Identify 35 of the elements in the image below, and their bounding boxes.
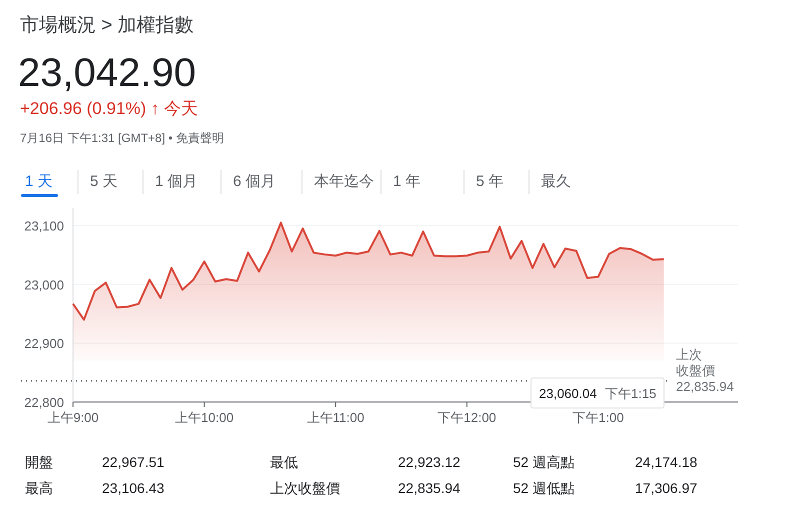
text: 22,923.12 bbox=[398, 454, 460, 470]
text: 7月16日 下午1:31 [GMT+8] • 免責聲明 bbox=[20, 131, 224, 145]
text: 本年迄今 bbox=[314, 173, 374, 190]
x-tick-label: 上午10:00 bbox=[175, 410, 234, 425]
y-tick-label: 22,800 bbox=[24, 395, 64, 410]
text: 最低 bbox=[270, 454, 298, 470]
text: 上次收盤價 bbox=[270, 480, 340, 496]
text: 17,306.97 bbox=[635, 480, 698, 496]
text: 1 年 bbox=[393, 173, 421, 190]
text: 22,967.51 bbox=[102, 454, 164, 470]
text: 52 週低點 bbox=[513, 480, 574, 496]
x-tick-label: 下午1:00 bbox=[572, 410, 624, 425]
chart-subtitle: 23,042.90 bbox=[18, 51, 196, 95]
x-tick-label: 上午9:00 bbox=[47, 410, 99, 425]
chart-title: 市場概況 > 加權指數 bbox=[20, 14, 194, 36]
text: 最久 bbox=[541, 173, 571, 190]
x-tick-label: 上午11:00 bbox=[306, 410, 364, 425]
text: 6 個月 bbox=[233, 173, 276, 190]
y-tick-label: 23,000 bbox=[24, 277, 64, 292]
text: 52 週高點 bbox=[513, 454, 574, 470]
y-tick-label: 23,100 bbox=[24, 218, 64, 234]
ref-line-label: 上次收盤價 22,835.94 bbox=[676, 346, 734, 394]
text: 5 天 bbox=[90, 173, 118, 190]
text: 開盤 bbox=[25, 454, 53, 470]
text: 23,106.43 bbox=[102, 480, 164, 496]
annotation: 23,060.04 下午1:15 bbox=[539, 386, 656, 401]
x-tick-label: 下午12:00 bbox=[438, 410, 496, 425]
text: +206.96 (0.91%) ↑ 今天 bbox=[20, 99, 198, 118]
text: 1 天 bbox=[25, 173, 53, 190]
text: 5 年 bbox=[476, 173, 504, 190]
text: 最高 bbox=[25, 480, 53, 496]
text: 22,835.94 bbox=[398, 480, 460, 496]
y-tick-label: 22,900 bbox=[24, 336, 64, 352]
text: 24,174.18 bbox=[635, 454, 698, 470]
text: 1 個月 bbox=[155, 173, 198, 190]
